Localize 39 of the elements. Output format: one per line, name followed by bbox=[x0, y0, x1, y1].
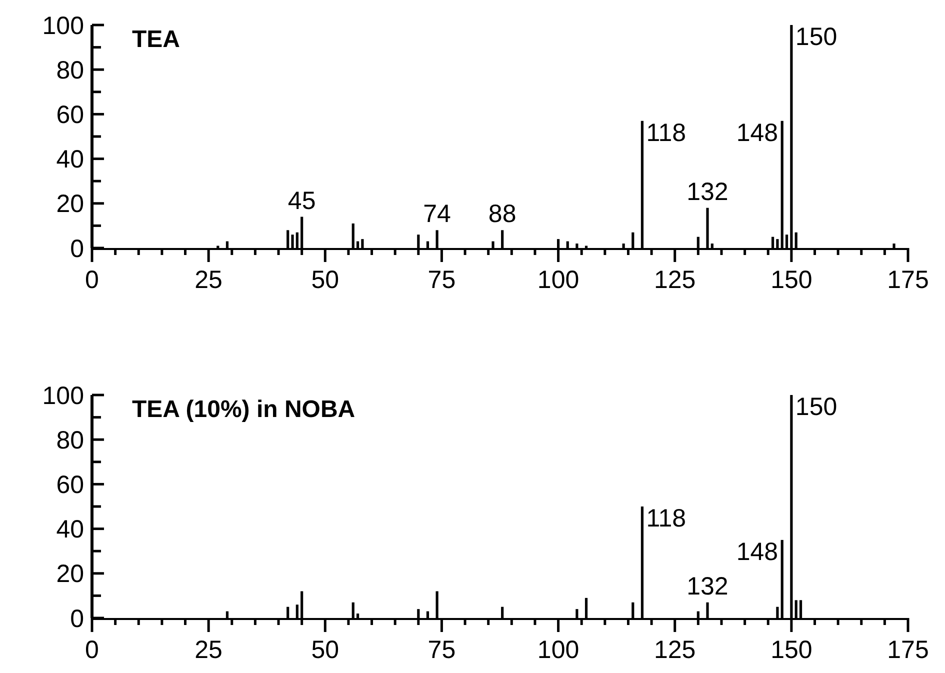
y-tick-label: 80 bbox=[56, 56, 84, 84]
annotation: 88 bbox=[488, 200, 516, 228]
y-tick-label: 40 bbox=[56, 146, 84, 174]
annotation: 132 bbox=[686, 572, 728, 600]
x-tick-label: 125 bbox=[654, 266, 696, 294]
x-tick-label: 150 bbox=[770, 636, 812, 664]
y-tick-label: 20 bbox=[56, 190, 84, 218]
x-tick-label: 125 bbox=[654, 636, 696, 664]
y-tick-label: 0 bbox=[70, 604, 84, 633]
annotation: 132 bbox=[686, 178, 728, 206]
x-tick-label: 175 bbox=[887, 266, 929, 294]
y-tick-label: 60 bbox=[56, 470, 84, 499]
annotation: 118 bbox=[646, 118, 686, 147]
x-tick-label: 50 bbox=[311, 266, 340, 294]
y-tick-label: 20 bbox=[56, 560, 84, 588]
annotation: 148 bbox=[736, 538, 778, 566]
x-tick-label: 50 bbox=[311, 636, 340, 664]
annotation: 45 bbox=[288, 186, 316, 215]
chart-title: TEA (10%) in NOBA bbox=[132, 396, 356, 423]
x-tick-label: 25 bbox=[194, 266, 222, 294]
x-tick-label: 25 bbox=[194, 636, 222, 664]
annotation: 148 bbox=[736, 118, 778, 147]
annotation: 74 bbox=[423, 200, 452, 228]
y-tick-label: 100 bbox=[42, 382, 84, 410]
y-tick-label: 40 bbox=[56, 516, 84, 544]
x-tick-label: 100 bbox=[537, 266, 580, 294]
y-tick-label: 60 bbox=[56, 100, 84, 129]
x-tick-label: 150 bbox=[770, 266, 812, 294]
annotation: 150 bbox=[795, 393, 838, 421]
y-tick-label: 100 bbox=[42, 12, 84, 40]
x-tick-label: 75 bbox=[428, 266, 456, 294]
annotation: 150 bbox=[795, 23, 838, 51]
x-tick-label: 75 bbox=[428, 636, 456, 664]
x-tick-label: 100 bbox=[537, 636, 580, 664]
y-tick-label: 0 bbox=[70, 234, 84, 263]
annotation: 118 bbox=[646, 504, 686, 532]
y-tick-label: 80 bbox=[56, 426, 84, 454]
chart-title: TEA bbox=[132, 26, 180, 53]
x-tick-label: 175 bbox=[887, 636, 929, 664]
